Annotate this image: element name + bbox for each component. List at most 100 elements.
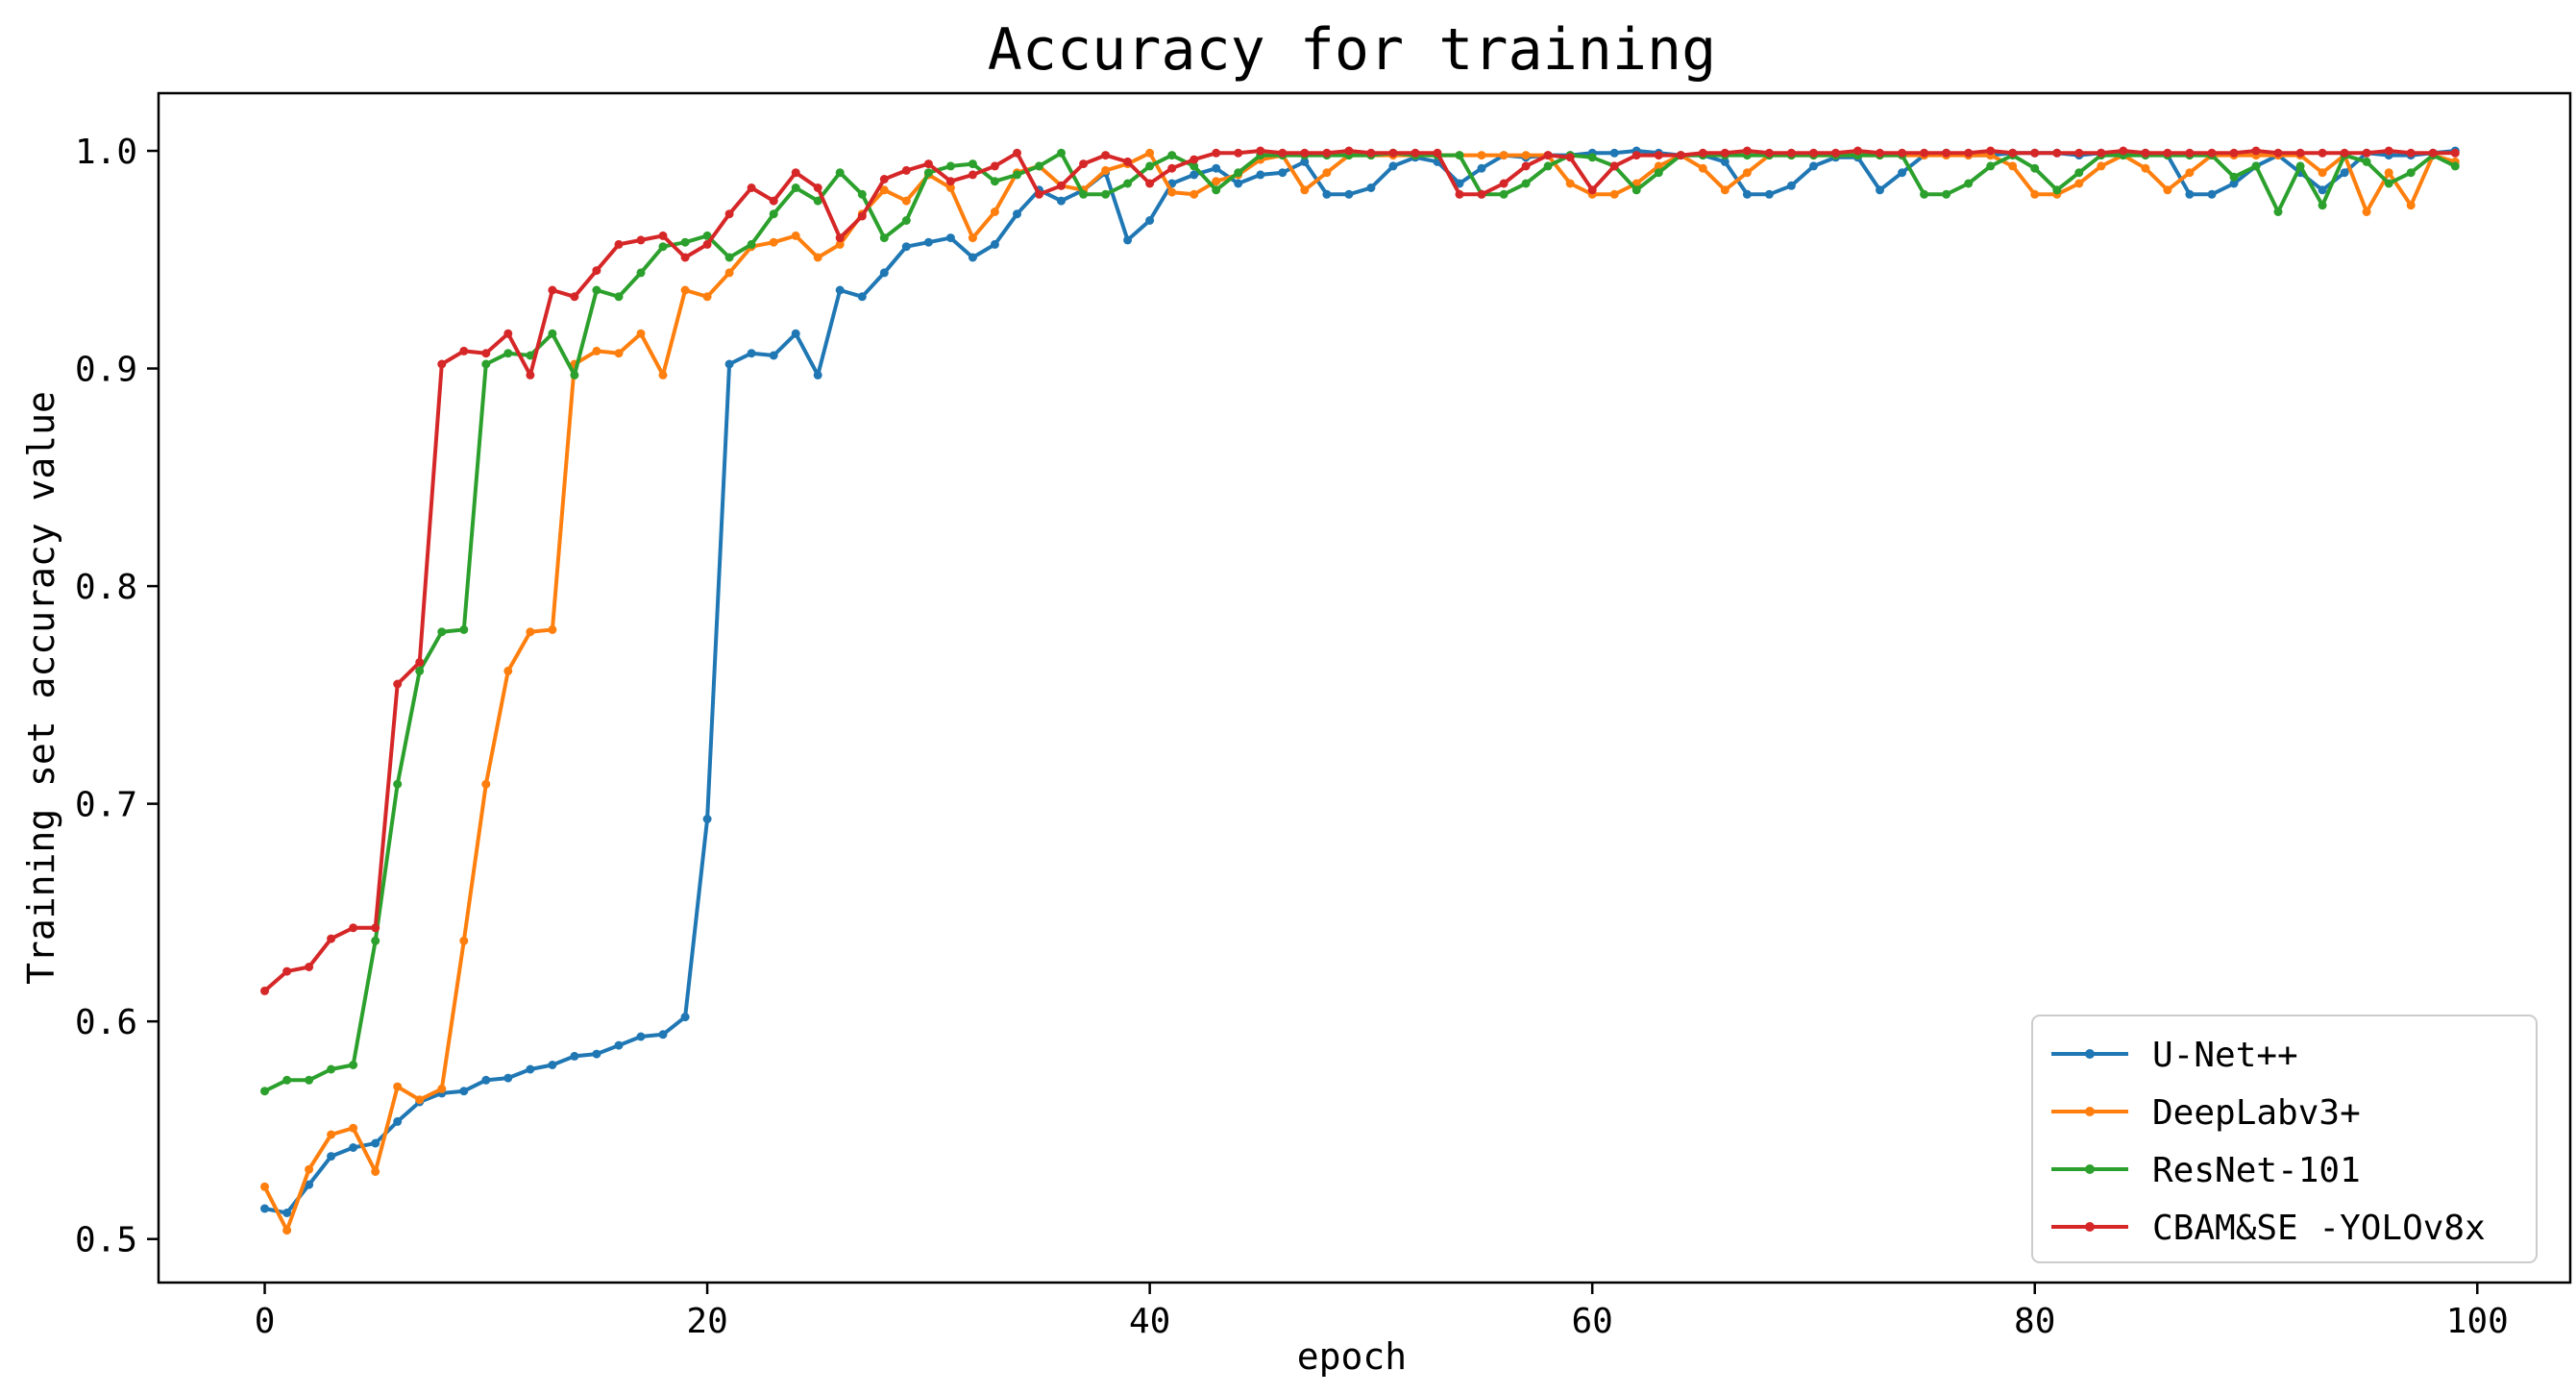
data-point-cbam-se-yolov8x <box>1698 148 1707 158</box>
data-point-deeplabv3 <box>614 349 624 358</box>
data-point-resnet-101 <box>702 231 712 240</box>
data-point-resnet-101 <box>636 268 646 278</box>
data-point-u-net <box>592 1049 601 1059</box>
data-point-cbam-se-yolov8x <box>415 657 425 667</box>
data-point-cbam-se-yolov8x <box>2074 148 2084 158</box>
x-tick-label: 100 <box>2446 1302 2509 1341</box>
data-point-u-net <box>680 1013 690 1022</box>
data-point-u-net <box>349 1143 358 1152</box>
data-point-cbam-se-yolov8x <box>901 165 911 175</box>
data-point-cbam-se-yolov8x <box>1609 161 1619 171</box>
data-point-cbam-se-yolov8x <box>1786 148 1796 158</box>
data-point-deeplabv3 <box>548 624 557 634</box>
data-point-cbam-se-yolov8x <box>2340 148 2349 158</box>
data-point-u-net <box>1300 157 1310 166</box>
data-point-cbam-se-yolov8x <box>2318 148 2327 158</box>
data-point-u-net <box>2340 168 2349 178</box>
data-point-deeplabv3 <box>658 370 668 379</box>
data-point-cbam-se-yolov8x <box>1388 148 1398 158</box>
data-point-cbam-se-yolov8x <box>570 292 579 302</box>
data-point-deeplabv3 <box>2406 201 2416 210</box>
data-point-u-net <box>371 1138 380 1148</box>
data-point-resnet-101 <box>2318 201 2327 210</box>
data-point-cbam-se-yolov8x <box>1013 148 1021 158</box>
data-point-u-net <box>1256 170 1265 180</box>
data-point-deeplabv3 <box>327 1130 336 1139</box>
data-point-u-net <box>1366 183 1376 192</box>
data-point-cbam-se-yolov8x <box>857 211 867 221</box>
data-point-resnet-101 <box>769 209 778 219</box>
data-point-cbam-se-yolov8x <box>1234 148 1243 158</box>
data-point-cbam-se-yolov8x <box>990 161 999 171</box>
data-point-cbam-se-yolov8x <box>481 349 491 358</box>
data-point-cbam-se-yolov8x <box>2141 148 2150 158</box>
data-point-cbam-se-yolov8x <box>1742 146 1752 156</box>
data-point-cbam-se-yolov8x <box>592 266 601 276</box>
data-point-deeplabv3 <box>1698 163 1707 173</box>
data-point-cbam-se-yolov8x <box>1145 179 1155 188</box>
data-point-resnet-101 <box>282 1075 292 1085</box>
data-point-resnet-101 <box>1013 170 1021 180</box>
data-point-resnet-101 <box>592 285 601 295</box>
data-point-deeplabv3 <box>968 233 977 243</box>
data-point-deeplabv3 <box>769 237 778 247</box>
data-point-deeplabv3 <box>702 292 712 302</box>
data-point-deeplabv3 <box>592 346 601 355</box>
legend: U-Net++ DeepLabv3+ ResNet-101 CBAM&SE -YOLO… <box>2031 1015 2538 1263</box>
data-point-resnet-101 <box>614 292 624 302</box>
data-point-u-net <box>2207 189 2217 199</box>
data-point-cbam-se-yolov8x <box>459 346 469 355</box>
data-point-u-net <box>636 1032 646 1041</box>
data-point-u-net <box>1809 161 1818 171</box>
data-point-cbam-se-yolov8x <box>1344 146 1354 156</box>
data-point-cbam-se-yolov8x <box>2251 146 2261 156</box>
data-point-deeplabv3 <box>2318 168 2327 178</box>
data-point-cbam-se-yolov8x <box>724 209 734 219</box>
data-point-u-net <box>835 285 845 295</box>
data-point-u-net <box>1477 163 1486 173</box>
data-point-deeplabv3 <box>901 196 911 206</box>
data-point-u-net <box>702 815 712 823</box>
series-layer <box>260 146 2460 1235</box>
data-point-deeplabv3 <box>459 936 469 945</box>
data-point-u-net <box>658 1030 668 1039</box>
data-point-resnet-101 <box>349 1061 358 1069</box>
data-point-u-net <box>1344 189 1354 199</box>
data-point-cbam-se-yolov8x <box>2450 148 2460 158</box>
data-point-resnet-101 <box>1145 161 1155 171</box>
data-point-deeplabv3 <box>2141 163 2150 173</box>
data-point-resnet-101 <box>813 196 822 206</box>
data-point-cbam-se-yolov8x <box>923 159 933 169</box>
data-point-cbam-se-yolov8x <box>769 196 778 206</box>
data-point-cbam-se-yolov8x <box>1876 148 1884 158</box>
data-point-deeplabv3 <box>260 1182 269 1191</box>
data-point-resnet-101 <box>1942 189 1951 199</box>
data-point-resnet-101 <box>1123 179 1133 188</box>
data-point-cbam-se-yolov8x <box>1278 148 1288 158</box>
data-point-resnet-101 <box>1035 161 1043 171</box>
data-point-deeplabv3 <box>415 1095 425 1105</box>
legend-item-resnet-101: ResNet-101 <box>2051 1151 2361 1190</box>
data-point-deeplabv3 <box>1742 168 1752 178</box>
data-point-resnet-101 <box>1212 185 1221 195</box>
data-point-deeplabv3 <box>1720 185 1730 195</box>
data-point-cbam-se-yolov8x <box>2163 148 2172 158</box>
data-point-cbam-se-yolov8x <box>548 285 557 295</box>
legend-box <box>2031 1015 2538 1263</box>
data-point-u-net <box>459 1087 469 1096</box>
data-point-deeplabv3 <box>1190 189 1199 199</box>
data-point-cbam-se-yolov8x <box>1123 157 1133 166</box>
data-point-deeplabv3 <box>1499 151 1509 160</box>
data-point-resnet-101 <box>570 370 579 379</box>
data-point-cbam-se-yolov8x <box>2295 148 2305 158</box>
data-point-resnet-101 <box>1190 161 1199 171</box>
data-point-deeplabv3 <box>2030 189 2040 199</box>
data-point-u-net <box>1057 196 1066 206</box>
data-point-u-net <box>923 237 933 247</box>
data-point-cbam-se-yolov8x <box>658 231 668 240</box>
data-point-resnet-101 <box>1057 148 1066 158</box>
data-point-u-net <box>305 1180 314 1189</box>
legend-label: ResNet-101 <box>2152 1151 2361 1190</box>
data-point-cbam-se-yolov8x <box>1300 148 1310 158</box>
chart-title: Accuracy for training <box>988 16 1717 84</box>
